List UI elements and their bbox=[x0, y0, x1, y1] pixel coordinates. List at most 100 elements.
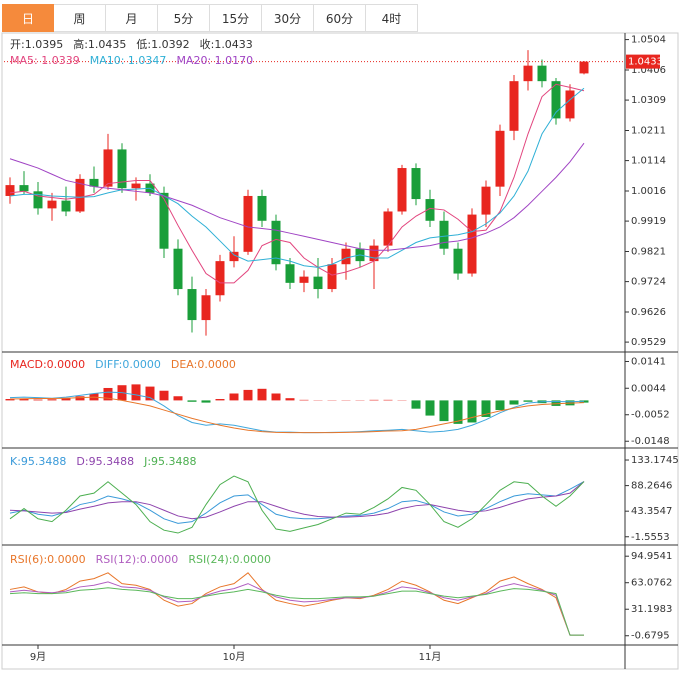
candle-body bbox=[299, 276, 309, 283]
period-tab[interactable]: 周 bbox=[54, 4, 106, 32]
candle-body bbox=[453, 248, 463, 274]
indicator-line bbox=[9, 396, 585, 434]
y-tick-label: -0.6795 bbox=[631, 631, 670, 642]
macd-bar bbox=[47, 399, 57, 401]
period-tab[interactable]: 60分 bbox=[314, 4, 366, 32]
macd-bar bbox=[159, 390, 169, 401]
indicator-line bbox=[9, 572, 584, 636]
macd-bar bbox=[187, 400, 197, 402]
legend-entry: 收:1.0433 bbox=[200, 37, 253, 51]
period-tab[interactable]: 15分 bbox=[210, 4, 262, 32]
legend-entry: RSI(6):0.0000 bbox=[10, 553, 86, 566]
indicator-line bbox=[9, 475, 585, 534]
candle-body bbox=[565, 90, 575, 119]
macd-bar bbox=[271, 393, 281, 401]
macd-bar bbox=[551, 400, 561, 406]
indicator-line bbox=[9, 481, 585, 520]
candle-body bbox=[467, 214, 477, 274]
macd-bar bbox=[229, 393, 239, 401]
macd-bar bbox=[523, 400, 533, 402]
macd-bar bbox=[75, 396, 85, 401]
macd-bar bbox=[439, 400, 449, 422]
macd-bar bbox=[369, 399, 379, 401]
candle-body bbox=[383, 211, 393, 246]
legend-entry: D:95.3488 bbox=[76, 455, 134, 468]
y-tick-label: 1.0406 bbox=[631, 65, 666, 76]
macd-bar bbox=[33, 399, 43, 401]
candle-body bbox=[397, 168, 407, 212]
macd-bar bbox=[145, 386, 155, 401]
indicator-line bbox=[9, 587, 584, 636]
candle-body bbox=[327, 264, 337, 290]
y-tick-label: 133.1745 bbox=[631, 455, 679, 466]
candle-body bbox=[243, 195, 253, 252]
x-tick-label: 10月 bbox=[223, 651, 246, 663]
macd-bar bbox=[495, 400, 505, 411]
y-tick-label: 0.0044 bbox=[631, 383, 666, 394]
legend-entry: MACD:0.0000 bbox=[10, 358, 85, 371]
y-tick-label: 0.9821 bbox=[631, 247, 666, 258]
candle-body bbox=[19, 185, 29, 192]
candle-body bbox=[579, 61, 589, 74]
macd-bar bbox=[243, 389, 253, 401]
macd-bar bbox=[215, 399, 225, 401]
candle-body bbox=[229, 251, 239, 262]
legend-entry: 开:1.0395 bbox=[10, 38, 63, 51]
period-tab[interactable]: 30分 bbox=[262, 4, 314, 32]
y-tick-label: 1.0114 bbox=[631, 156, 666, 167]
y-tick-label: 1.0016 bbox=[631, 186, 666, 197]
indicator-line bbox=[9, 581, 584, 636]
candle-body bbox=[481, 186, 491, 215]
legend-entry: DEA:0.0000 bbox=[171, 358, 236, 371]
y-tick-label: -0.0148 bbox=[631, 436, 670, 447]
candle-body bbox=[551, 81, 561, 119]
candle-body bbox=[369, 245, 379, 262]
legend-entry: DIFF:0.0000 bbox=[95, 358, 161, 371]
macd-bar bbox=[201, 400, 211, 403]
y-tick-label: 1.0309 bbox=[631, 95, 666, 106]
candle-body bbox=[411, 168, 421, 200]
legend-entry: MA10: 1.0347 bbox=[90, 54, 167, 67]
y-tick-label: 94.9541 bbox=[631, 551, 672, 562]
candle-body bbox=[425, 199, 435, 221]
y-tick-label: 0.9626 bbox=[631, 307, 666, 318]
legend-entry: J:95.3488 bbox=[143, 455, 196, 468]
macd-bar bbox=[5, 399, 15, 401]
macd-bar bbox=[383, 399, 393, 401]
y-tick-label: 63.0762 bbox=[631, 578, 672, 589]
candle-body bbox=[201, 295, 211, 321]
candle-body bbox=[75, 178, 85, 212]
indicator-line bbox=[9, 87, 585, 268]
indicator-line bbox=[9, 83, 585, 284]
indicator-line bbox=[9, 481, 585, 524]
candle-body bbox=[215, 261, 225, 296]
period-tab[interactable]: 月 bbox=[106, 4, 158, 32]
candle-body bbox=[271, 220, 281, 265]
period-tab[interactable]: 5分 bbox=[158, 4, 210, 32]
legend-entry: RSI(24):0.0000 bbox=[188, 553, 271, 566]
period-tab[interactable]: 4时 bbox=[366, 4, 418, 32]
candle-body bbox=[5, 185, 15, 196]
y-tick-label: 0.0141 bbox=[631, 356, 666, 367]
indicator-line bbox=[9, 142, 585, 251]
candle-body bbox=[117, 149, 127, 189]
legend-entry: K:95.3488 bbox=[10, 455, 66, 468]
candle-body bbox=[509, 81, 519, 131]
legend-entry: MA5: 1.0339 bbox=[10, 54, 80, 67]
macd-bar bbox=[425, 400, 435, 416]
macd-bar bbox=[453, 400, 463, 424]
candle-body bbox=[285, 264, 295, 283]
macd-bar bbox=[467, 400, 477, 423]
macd-bar bbox=[411, 400, 421, 409]
legend-entry: 高:1.0435 bbox=[73, 37, 126, 51]
legend-entry: 低:1.0392 bbox=[136, 38, 189, 51]
y-tick-label: 1.0211 bbox=[631, 125, 666, 136]
period-tab[interactable]: 日 bbox=[2, 4, 54, 32]
candle-body bbox=[257, 195, 267, 221]
last-price-label: 1.0433 bbox=[628, 57, 663, 68]
y-tick-label: -1.5553 bbox=[631, 532, 670, 543]
candle-body bbox=[313, 276, 323, 290]
last-price-tag bbox=[626, 54, 660, 69]
candle-body bbox=[131, 183, 141, 189]
macd-bar bbox=[481, 400, 491, 417]
